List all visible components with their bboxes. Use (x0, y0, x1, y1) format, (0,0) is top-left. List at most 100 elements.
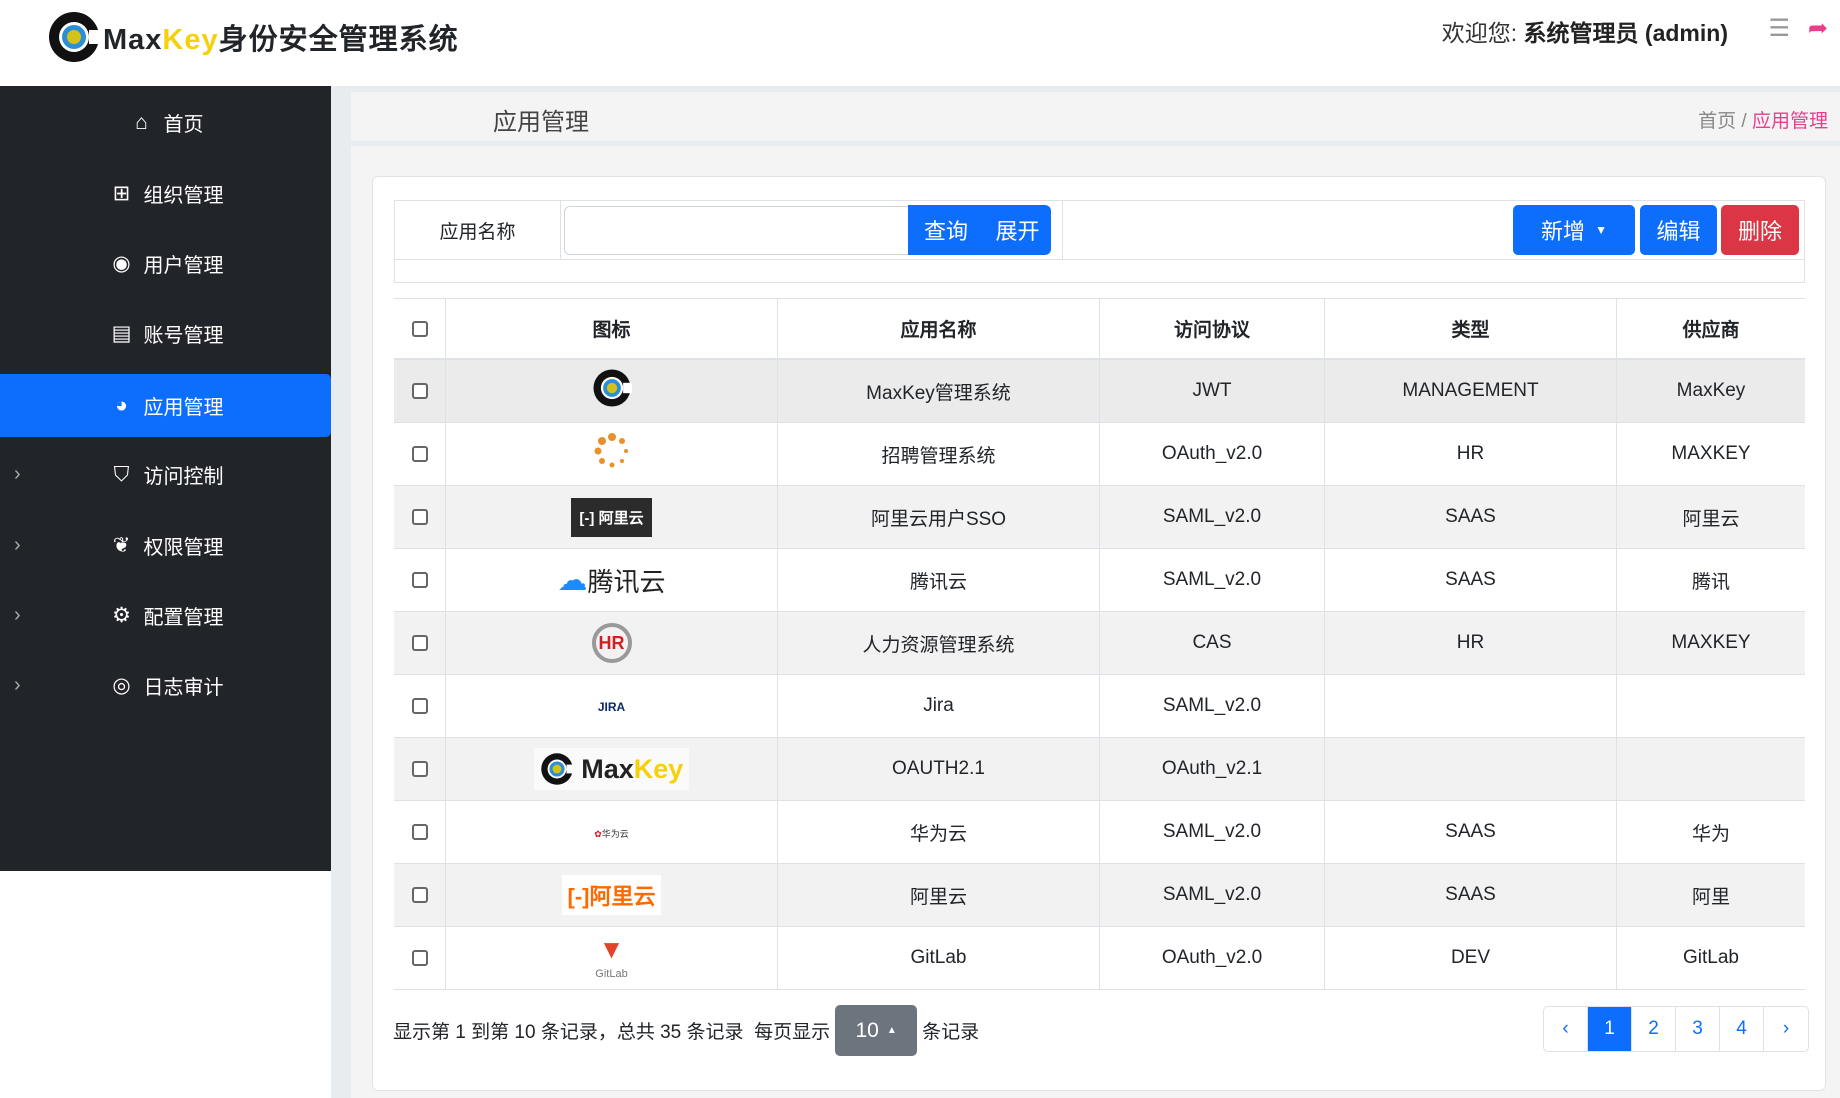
globe-icon: ◕ (115, 393, 128, 417)
sidebar-item-config[interactable]: › ⚙ 配置管理 (0, 584, 331, 647)
maxkey-logo-icon (592, 368, 633, 414)
cell-protocol: CAS (1100, 612, 1325, 674)
sidebar-item-users[interactable]: ◉ 用户管理 (0, 232, 331, 295)
cell-protocol: SAML_v2.0 (1100, 549, 1325, 611)
cell-select (394, 801, 446, 863)
prev-page-button[interactable]: ‹ (1544, 1007, 1588, 1051)
user-circle-icon: ◉ (112, 252, 131, 275)
cell-protocol: SAML_v2.0 (1100, 801, 1325, 863)
sidebar-item-org[interactable]: ⊞ 组织管理 (0, 162, 331, 225)
app-title: MaxKey身份安全管理系统 (103, 24, 459, 56)
cell-vendor: 阿里 (1691, 886, 1730, 908)
row-checkbox[interactable] (411, 446, 428, 462)
cell-app-name: GitLab (778, 927, 1100, 989)
select-all-checkbox[interactable] (411, 320, 428, 337)
table-row[interactable]: ▼ GitLab GitLab OAuth_v2.0 DEV GitLab (394, 927, 1805, 990)
table-row[interactable]: MaxKey管理系统 JWT MANAGEMENT MaxKey (394, 360, 1805, 423)
chevron-right-icon: › (14, 534, 21, 556)
row-checkbox[interactable] (411, 383, 428, 399)
cell-protocol: OAuth_v2.1 (1100, 738, 1325, 800)
per-page-suffix: 条记录 (922, 1022, 980, 1043)
table-row[interactable]: Max Key OAUTH2.1 OAuth_v2.1 (394, 738, 1805, 801)
expand-button[interactable]: 展开 (984, 205, 1051, 255)
cell-app-name: 阿里云用户SSO (778, 486, 1100, 548)
maxkey-wide-logo-icon: Max Key (533, 748, 690, 790)
cell-app-name: OAUTH2.1 (778, 738, 1100, 800)
sidebar-item-label: 首页 (163, 114, 204, 136)
pagination-summary: 显示第 1 到第 10 条记录，总共 35 条记录 每页显示 10 ▲ 条记录 (393, 1005, 979, 1056)
table-row[interactable]: [-] 阿里云 阿里云用户SSO SAML_v2.0 SAAS 阿里云 (394, 486, 1805, 549)
id-card-icon: ▤ (111, 322, 132, 345)
cell-vendor: 华为 (1691, 823, 1730, 845)
cell-vendor (1617, 675, 1805, 737)
chevron-right-icon: › (14, 463, 21, 485)
add-button[interactable]: 新增 ▼ (1513, 205, 1635, 255)
header-type[interactable]: 类型 (1325, 299, 1617, 358)
cell-app-name: 人力资源管理系统 (778, 612, 1100, 674)
header-vendor[interactable]: 供应商 (1682, 320, 1740, 341)
next-page-button[interactable]: › (1782, 1018, 1790, 1039)
row-checkbox[interactable] (411, 824, 428, 840)
query-button[interactable]: 查询 (908, 205, 984, 255)
header-protocol[interactable]: 访问协议 (1100, 299, 1325, 358)
cell-protocol: SAML_v2.0 (1100, 864, 1325, 926)
delete-button[interactable]: 删除 (1721, 205, 1799, 255)
cell-type: HR (1325, 612, 1617, 674)
cell-type: HR (1325, 423, 1617, 485)
table-row[interactable]: 招聘管理系统 OAuth_v2.0 HR MAXKEY (394, 423, 1805, 486)
header-app-name[interactable]: 应用名称 (778, 299, 1100, 358)
search-panel: 应用名称 查询 展开 新增 ▼ 编辑 删除 (394, 200, 1805, 283)
aliyun-dark-logo-icon: [-] 阿里云 (571, 497, 652, 537)
tencent-cloud-logo-icon: ☁ 腾讯云 (557, 563, 666, 597)
table-row[interactable]: [-]阿里云 阿里云 SAML_v2.0 SAAS 阿里 (394, 864, 1805, 927)
sidebar-item-label: 账号管理 (143, 325, 224, 347)
cell-select (394, 549, 446, 611)
menu-toggle-icon[interactable]: ☰ (1768, 15, 1790, 42)
page-4-button[interactable]: 4 (1720, 1007, 1764, 1051)
app-logo[interactable]: MaxKey身份安全管理系统 (47, 10, 459, 64)
page-title: 应用管理 (493, 109, 589, 136)
page-3-button[interactable]: 3 (1676, 1007, 1720, 1051)
sidebar-item-permissions[interactable]: › ❦ 权限管理 (0, 514, 331, 577)
cell-protocol: SAML_v2.0 (1100, 675, 1325, 737)
chevron-right-icon: › (14, 674, 21, 696)
row-checkbox[interactable] (411, 572, 428, 588)
page-1-button[interactable]: 1 (1588, 1007, 1632, 1051)
row-checkbox[interactable] (411, 635, 428, 651)
sidebar-item-label: 用户管理 (143, 255, 224, 277)
logout-icon[interactable]: ➦ (1807, 15, 1828, 42)
page-size-select[interactable]: 10 ▲ (835, 1005, 918, 1056)
breadcrumb-home[interactable]: 首页 (1698, 111, 1737, 132)
sidebar-item-home[interactable]: ⌂ 首页 (0, 91, 331, 154)
row-checkbox[interactable] (411, 509, 428, 525)
sidebar-item-audit[interactable]: › ◎ 日志审计 (0, 654, 331, 717)
table-row[interactable]: JIRA Jira SAML_v2.0 (394, 675, 1805, 738)
header-icon[interactable]: 图标 (446, 299, 778, 358)
cell-vendor: 腾讯 (1691, 571, 1730, 593)
table-row[interactable]: ☁ 腾讯云 腾讯云 SAML_v2.0 SAAS 腾讯 (394, 549, 1805, 612)
edit-button[interactable]: 编辑 (1640, 205, 1717, 255)
row-checkbox[interactable] (411, 950, 428, 966)
sidebar-item-label: 访问控制 (143, 466, 224, 488)
title-bar: 应用管理 首页 / 应用管理 (351, 92, 1840, 141)
cell-app-name: 腾讯云 (778, 549, 1100, 611)
sidebar-item-access-control[interactable]: › ⛉ 访问控制 (0, 443, 331, 506)
breadcrumb: 首页 / 应用管理 (1698, 106, 1828, 133)
row-checkbox[interactable] (411, 698, 428, 714)
page-2-button[interactable]: 2 (1632, 1007, 1676, 1051)
row-checkbox[interactable] (411, 887, 428, 903)
sidebar-item-label: 权限管理 (143, 537, 224, 559)
table-row[interactable]: HR 人力资源管理系统 CAS HR MAXKEY (394, 612, 1805, 675)
cell-icon (446, 423, 778, 485)
cell-vendor: MAXKEY (1671, 632, 1751, 653)
row-checkbox[interactable] (411, 761, 428, 777)
cell-app-name: MaxKey管理系统 (778, 360, 1100, 422)
app-name-input[interactable] (564, 206, 909, 255)
cell-type: SAAS (1325, 864, 1617, 926)
table-row[interactable]: ✿华为云 华为云 SAML_v2.0 SAAS 华为 (394, 801, 1805, 864)
table-header-row: 图标 应用名称 访问协议 类型 供应商 (394, 298, 1805, 360)
sidebar-item-accounts[interactable]: ▤ 账号管理 (0, 302, 331, 365)
cell-type: MANAGEMENT (1325, 360, 1617, 422)
sidebar-item-apps[interactable]: ◕ 应用管理 (0, 374, 331, 437)
caret-up-icon: ▲ (886, 1025, 897, 1036)
